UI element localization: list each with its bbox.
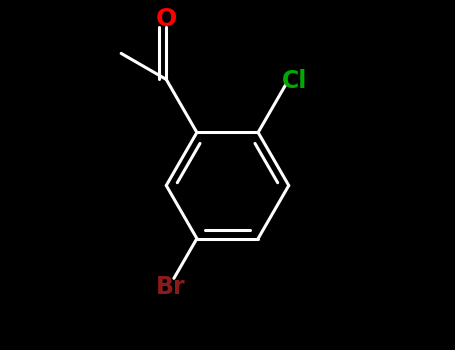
Text: Cl: Cl xyxy=(282,69,307,93)
Text: Br: Br xyxy=(156,275,185,299)
Text: O: O xyxy=(156,7,177,30)
